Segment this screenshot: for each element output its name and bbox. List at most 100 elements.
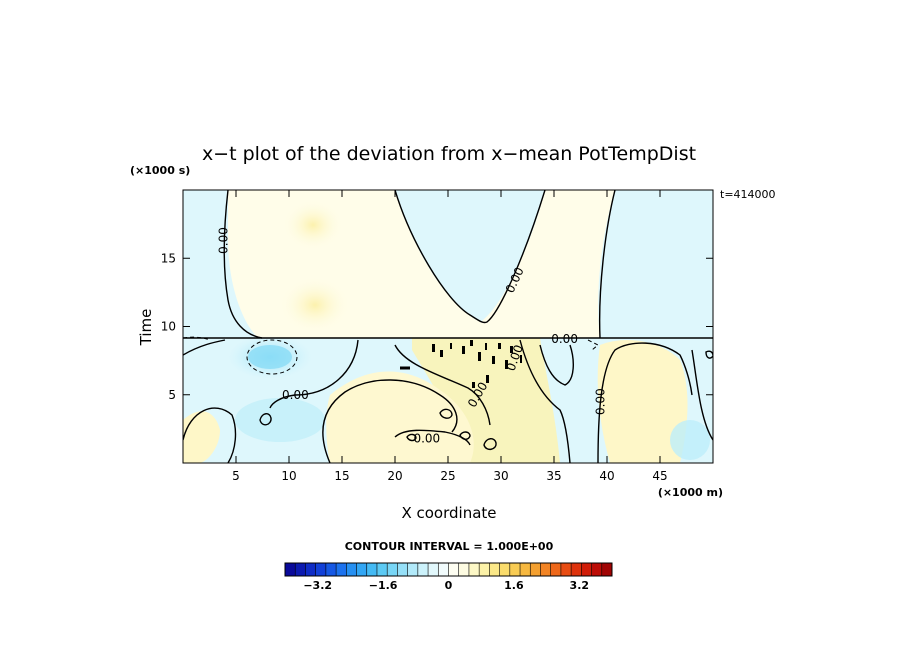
contour-fragment bbox=[450, 343, 452, 349]
colorbar-swatch bbox=[417, 563, 429, 576]
warm-region-left bbox=[183, 411, 220, 463]
colorbar-swatch bbox=[387, 563, 398, 576]
contour-label: 0.00 bbox=[413, 431, 440, 445]
contour-label: 0.00 bbox=[216, 227, 230, 254]
contour-fragment bbox=[505, 360, 508, 369]
x-tick-label: 10 bbox=[281, 469, 296, 483]
contour-line bbox=[539, 344, 574, 386]
contour-fragment bbox=[472, 382, 475, 388]
x-tick-label: 25 bbox=[440, 469, 455, 483]
colorbar-swatch bbox=[366, 563, 378, 576]
contour-fragment bbox=[520, 355, 522, 363]
x-axis-label: X coordinate bbox=[401, 504, 496, 522]
colorbar-swatch bbox=[376, 563, 388, 576]
contour-line bbox=[705, 350, 713, 359]
contour-label: 0.00 bbox=[551, 332, 578, 346]
colorbar-swatch bbox=[520, 563, 531, 576]
contour-line bbox=[183, 339, 226, 356]
warm-region-lower-mid bbox=[326, 371, 474, 463]
colorbar-swatch bbox=[295, 563, 306, 576]
contour-fragment bbox=[432, 344, 435, 352]
x-tick-label: 5 bbox=[232, 469, 240, 483]
warm-blob-mid bbox=[280, 277, 350, 333]
contour-line bbox=[597, 342, 693, 463]
chart-title: x−t plot of the deviation from x−mean Po… bbox=[202, 143, 696, 165]
x-tick-label: 30 bbox=[493, 469, 508, 483]
colorbar: −3.2 −1.6 0 1.6 3.2 bbox=[284, 562, 613, 592]
contour-fragment bbox=[510, 346, 513, 353]
x-tick-label: 35 bbox=[546, 469, 561, 483]
colorbar-swatch bbox=[499, 563, 511, 576]
cool-core-inner bbox=[248, 345, 292, 369]
colorbar-swatch bbox=[315, 563, 327, 576]
contour-line bbox=[691, 349, 713, 441]
contour-fragment bbox=[498, 343, 501, 349]
colorbar-tick-label: −3.2 bbox=[303, 579, 332, 592]
colorbar-frame bbox=[284, 562, 613, 577]
colorbar-swatch bbox=[550, 563, 562, 576]
colorbar-swatch bbox=[509, 563, 521, 576]
y-tick-label: 10 bbox=[161, 320, 176, 334]
contour-label: 0.00 bbox=[594, 388, 608, 415]
x-tick-label: 15 bbox=[334, 469, 349, 483]
warm-blob-upper bbox=[283, 200, 343, 250]
colorbar-tick-label: 1.6 bbox=[504, 579, 524, 592]
colorbar-swatch bbox=[571, 563, 582, 576]
colorbar-swatch bbox=[356, 563, 367, 576]
y-tick-label: 5 bbox=[168, 388, 176, 402]
contour-line bbox=[269, 339, 359, 409]
contour-fragment bbox=[492, 356, 495, 364]
y-tick-label: 15 bbox=[161, 251, 176, 265]
colorbar-swatch bbox=[346, 563, 357, 576]
colorbar-swatch bbox=[397, 563, 408, 576]
contour-line bbox=[439, 408, 453, 419]
contour-line bbox=[459, 431, 471, 440]
x-tick-label: 20 bbox=[387, 469, 402, 483]
contour-line bbox=[519, 339, 571, 463]
colorbar-swatch bbox=[428, 563, 439, 576]
contour-line bbox=[394, 429, 471, 446]
contour-line bbox=[322, 379, 458, 463]
time-label: t=414000 bbox=[720, 188, 776, 201]
contour-line bbox=[483, 438, 497, 450]
colorbar-tick-label: 3.2 bbox=[570, 579, 590, 592]
x-tick-label: 45 bbox=[652, 469, 667, 483]
contour-fragment bbox=[485, 343, 487, 350]
colorbar-tick-label: 0 bbox=[445, 579, 453, 592]
cool-blob-lower bbox=[235, 398, 325, 442]
contour-line bbox=[394, 190, 546, 324]
colorbar-swatch bbox=[581, 563, 592, 576]
colorbar-tick-label: −1.6 bbox=[369, 579, 398, 592]
contour-line bbox=[183, 407, 237, 463]
contour-line bbox=[223, 190, 263, 339]
colorbar-swatch bbox=[305, 563, 316, 576]
colorbar-swatch bbox=[468, 563, 480, 576]
contour-line bbox=[259, 413, 272, 426]
warm-region-right bbox=[597, 340, 688, 463]
y-axis-label: Time bbox=[137, 309, 155, 347]
contour-line bbox=[406, 433, 417, 442]
colorbar-swatch bbox=[438, 563, 449, 576]
colorbar-swatch bbox=[489, 563, 500, 576]
contour-fragment bbox=[462, 346, 465, 354]
contour-label: 0.00 bbox=[282, 388, 309, 402]
contour-interval-label: CONTOUR INTERVAL = 1.000E+00 bbox=[345, 540, 554, 553]
negative-contours bbox=[183, 336, 599, 375]
colorbar-swatch bbox=[336, 563, 347, 576]
warm-region-band bbox=[412, 338, 560, 463]
colorbar-swatch bbox=[325, 563, 337, 576]
colorbar-swatch bbox=[458, 563, 470, 576]
heatmap-field bbox=[183, 190, 713, 463]
x-axis: 5 10 15 20 25 30 35 40 45 bbox=[232, 190, 668, 483]
colorbar-swatch bbox=[540, 563, 551, 576]
colorbar-swatch bbox=[591, 563, 602, 576]
contour-fragment bbox=[478, 352, 481, 361]
contour-fragment bbox=[440, 350, 443, 357]
colorbar-swatch bbox=[601, 563, 613, 576]
y-unit-label: (×1000 s) bbox=[130, 164, 190, 177]
dashed-contour bbox=[587, 339, 599, 351]
x-unit-label: (×1000 m) bbox=[658, 486, 723, 499]
colorbar-swatch bbox=[560, 563, 572, 576]
contour-line bbox=[598, 190, 616, 339]
